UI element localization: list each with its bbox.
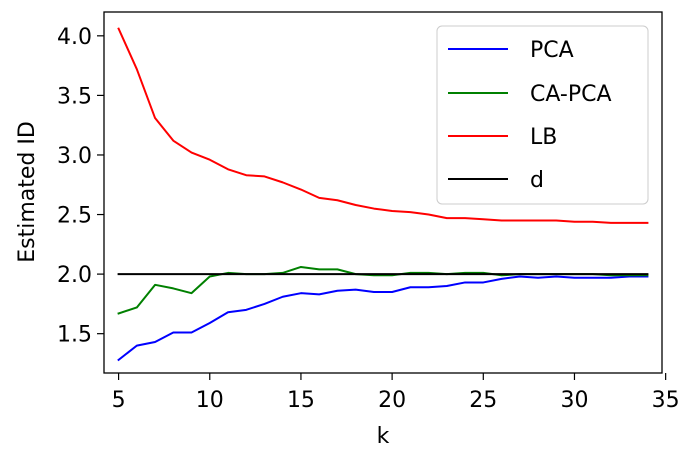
legend-label-pca: PCA	[530, 38, 574, 63]
y-tick-label: 3.0	[57, 144, 92, 169]
series-layer	[117, 27, 649, 362]
legend: PCA CA-PCA LB d	[436, 25, 649, 205]
y-tick-label: 4.0	[57, 25, 92, 50]
y-tick-label: 2.5	[57, 204, 92, 229]
y-tick-label: 3.5	[57, 84, 92, 109]
y-tick-label: 1.5	[57, 323, 92, 348]
series-line-pca	[117, 275, 649, 362]
x-tick-label: 35	[652, 388, 680, 413]
x-tick-label: 20	[378, 388, 406, 413]
series-line-lb	[117, 27, 649, 224]
y-axis: 1.5 2.0 2.5 3.0 3.5 4.0	[57, 25, 104, 348]
x-tick-label: 25	[469, 388, 497, 413]
x-tick-label: 30	[560, 388, 588, 413]
plot-frame	[103, 11, 663, 374]
x-tick-label: 15	[287, 388, 315, 413]
legend-label-d: d	[530, 168, 544, 193]
y-axis-label: Estimated ID	[15, 121, 40, 263]
x-tick-label: 10	[196, 388, 224, 413]
x-axis-label: k	[377, 424, 390, 449]
legend-box	[436, 25, 649, 205]
x-axis: 5 10 15 20 25 30 35	[112, 373, 680, 413]
legend-label-ca-pca: CA-PCA	[530, 82, 612, 107]
y-tick-label: 2.0	[57, 263, 92, 288]
legend-label-lb: LB	[530, 125, 557, 150]
x-tick-label: 5	[112, 388, 126, 413]
